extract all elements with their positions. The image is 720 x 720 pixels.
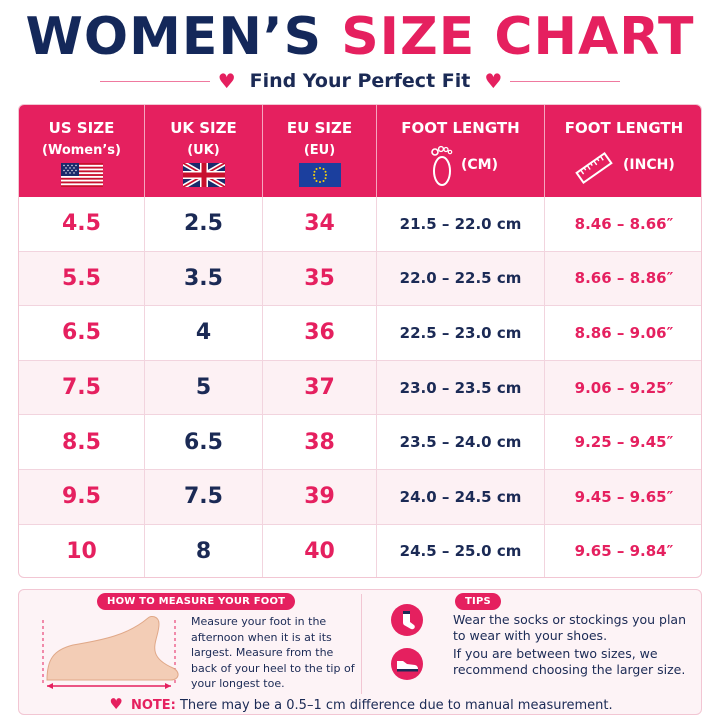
header-uk-size: UK SIZE (UK) <box>145 105 263 197</box>
cell-uk: 5 <box>145 360 263 415</box>
header-sublabel: (UK) <box>187 143 220 158</box>
measure-text: Measure your foot in the afternoon when … <box>191 615 355 690</box>
cell-inch: 9.25 – 9.45″ <box>574 433 674 452</box>
page-title: WOMEN’S SIZE CHART <box>0 4 720 70</box>
info-panel: HOW TO MEASURE YOUR FOOT Measure your fo… <box>18 589 702 715</box>
divider-line <box>510 80 621 82</box>
header-sublabel: (EU) <box>303 143 336 158</box>
table-header: US SIZE (Women’s) <box>19 105 701 197</box>
footprint-icon <box>429 145 455 191</box>
title-part1: WOMEN’S <box>25 7 323 67</box>
panel-divider <box>361 594 362 694</box>
header-us-size: US SIZE (Women’s) <box>19 105 145 197</box>
cell-eu: 35 <box>263 251 377 306</box>
table-row: 8.5 6.5 38 23.5 – 24.0 cm 9.25 – 9.45″ <box>19 415 701 470</box>
table-body: 4.5 2.5 34 21.5 – 22.0 cm 8.46 – 8.66″ 5.5 3.5… <box>19 197 701 577</box>
header-foot-length-cm: FOOT LENGTH (CM) <box>377 105 545 197</box>
cell-uk: 6.5 <box>145 415 263 469</box>
sock-icon <box>391 604 423 636</box>
header-label: EU SIZE <box>286 119 353 137</box>
eu-flag-icon <box>298 163 341 187</box>
cell-uk: 8 <box>145 524 263 577</box>
header-label: UK SIZE <box>170 119 237 137</box>
heart-icon: ♥ <box>484 69 503 93</box>
heart-icon: ♥ <box>217 69 236 93</box>
table-row: 6.5 4 36 22.5 – 23.0 cm 8.86 – 9.06″ <box>19 306 701 361</box>
header-eu-size: EU SIZE (EU) <box>263 105 377 197</box>
unit-inch: (INCH) <box>623 157 675 173</box>
table-row: 4.5 2.5 34 21.5 – 22.0 cm 8.46 – 8.66″ <box>19 197 701 252</box>
cell-us: 7.5 <box>19 360 145 415</box>
cell-us: 8.5 <box>19 415 145 469</box>
cell-uk: 7.5 <box>145 469 263 524</box>
cell-eu: 34 <box>263 197 377 251</box>
cell-cm: 21.5 – 22.0 cm <box>377 197 545 251</box>
table-row: 7.5 5 37 23.0 – 23.5 cm 9.06 – 9.25″ <box>19 360 701 416</box>
cell-inch: 9.06 – 9.25″ <box>574 378 674 397</box>
unit-cm: (CM) <box>461 157 499 173</box>
subtitle-row: ♥ Find Your Perfect Fit ♥ <box>0 66 720 96</box>
cell-cm: 22.5 – 23.0 cm <box>377 306 545 360</box>
ruler-icon <box>575 151 613 189</box>
tip-text-socks: Wear the socks or stockings you plan to … <box>453 612 687 643</box>
cell-inch: 8.46 – 8.66″ <box>574 214 674 233</box>
cell-us: 4.5 <box>19 197 145 251</box>
cell-us: 6.5 <box>19 306 145 360</box>
note-text: There may be a 0.5–1 cm difference due t… <box>179 698 613 713</box>
header-label: FOOT LENGTH <box>401 119 520 137</box>
cell-inch: 8.66 – 8.86″ <box>574 269 674 288</box>
cell-uk: 4 <box>145 306 263 360</box>
us-flag-icon <box>60 163 103 187</box>
tip-text-sizes: If you are between two sizes, we recomme… <box>453 646 686 677</box>
divider-line <box>99 80 210 82</box>
table-row: 9.5 7.5 39 24.0 – 24.5 cm 9.45 – 9.65″ <box>19 469 701 525</box>
subtitle: Find Your Perfect Fit <box>249 70 471 92</box>
header-sublabel: (Women’s) <box>42 143 121 158</box>
cell-uk: 3.5 <box>145 251 263 306</box>
cell-us: 9.5 <box>19 469 145 524</box>
uk-flag-icon <box>182 163 225 187</box>
title-part2: SIZE CHART <box>341 7 695 67</box>
table-row: 5.5 3.5 35 22.0 – 22.5 cm 8.66 – 8.86″ <box>19 251 701 307</box>
tips-label: TIPS <box>455 593 501 610</box>
cell-cm: 24.0 – 24.5 cm <box>377 469 545 524</box>
cell-eu: 39 <box>263 469 377 524</box>
heart-icon: ♥ <box>109 695 123 713</box>
size-table: US SIZE (Women’s) <box>18 104 702 578</box>
cell-us: 5.5 <box>19 251 145 306</box>
header-label: FOOT LENGTH <box>564 119 684 137</box>
cell-cm: 23.0 – 23.5 cm <box>377 360 545 415</box>
cell-eu: 37 <box>263 360 377 415</box>
cell-us: 10 <box>19 524 145 577</box>
cell-eu: 40 <box>263 524 377 577</box>
note: ♥ NOTE: There may be a 0.5–1 cm differen… <box>19 694 703 714</box>
measure-label: HOW TO MEASURE YOUR FOOT <box>97 593 296 610</box>
foot-illustration-icon <box>33 610 183 696</box>
cell-eu: 38 <box>263 415 377 469</box>
header-label: US SIZE <box>48 119 115 137</box>
cell-cm: 22.0 – 22.5 cm <box>377 251 545 306</box>
note-label: NOTE: <box>130 698 176 713</box>
table-row: 10 8 40 24.5 – 25.0 cm 9.65 – 9.84″ <box>19 524 701 577</box>
cell-inch: 9.45 – 9.65″ <box>574 487 674 506</box>
cell-inch: 8.86 – 9.06″ <box>574 323 674 342</box>
cell-cm: 24.5 – 25.0 cm <box>377 524 545 577</box>
shoe-icon <box>391 648 423 680</box>
cell-eu: 36 <box>263 306 377 360</box>
header-foot-length-inch: FOOT LENGTH (INCH) <box>545 105 701 197</box>
cell-uk: 2.5 <box>145 197 263 251</box>
cell-cm: 23.5 – 24.0 cm <box>377 415 545 469</box>
cell-inch: 9.65 – 9.84″ <box>574 542 674 561</box>
